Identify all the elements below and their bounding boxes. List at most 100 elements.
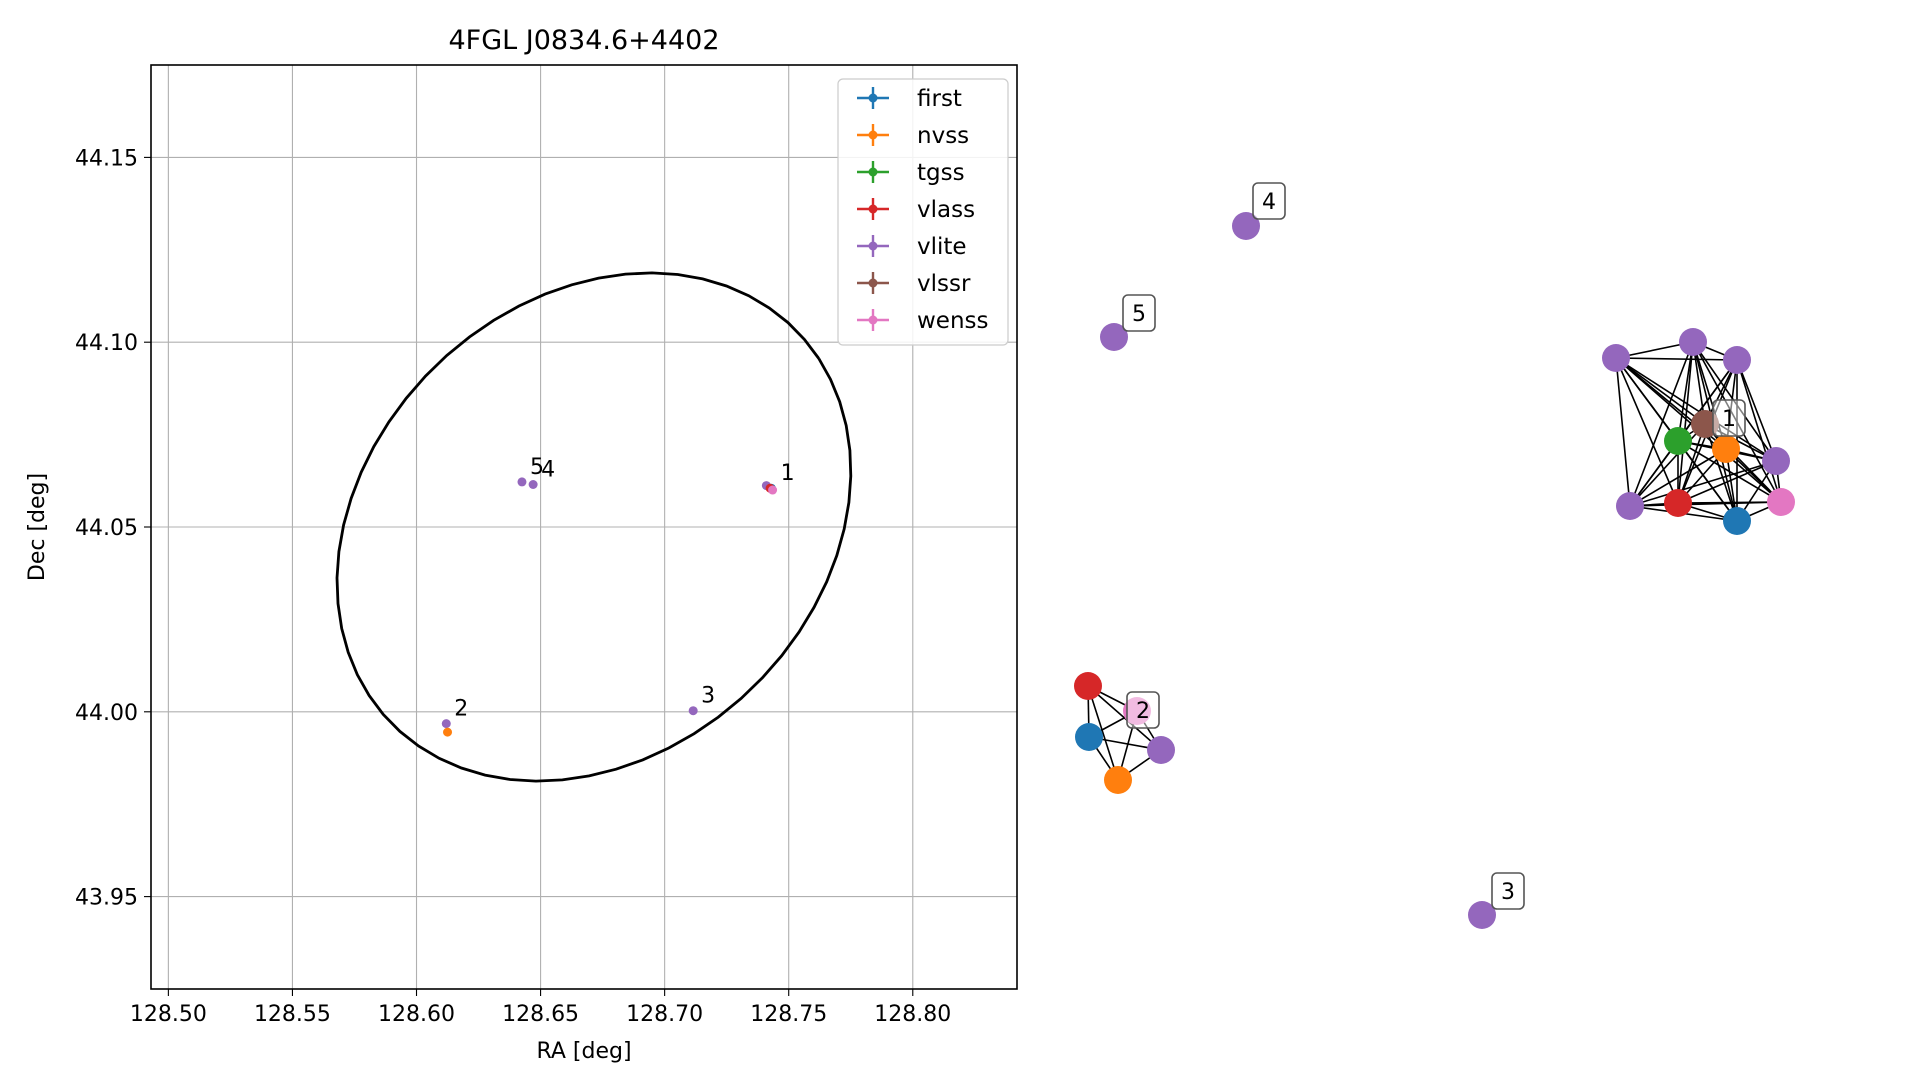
graph-node-labels: 1 2 3 4 5 xyxy=(1122,182,1746,910)
legend-entry-vlass: vlass xyxy=(857,197,975,223)
chart-title: 4FGL J0834.6+4402 xyxy=(448,25,719,56)
graph-edge xyxy=(1615,357,1679,504)
legend-marker-dot xyxy=(868,241,878,251)
x-tick-label: 128.65 xyxy=(502,1002,579,1027)
graph-node-vlssr xyxy=(1691,410,1719,438)
legend-entry-tgss: tgss xyxy=(857,160,965,186)
graph-label: 1 xyxy=(1722,407,1736,432)
graph-label: 3 xyxy=(1501,880,1515,905)
graph-label: 2 xyxy=(1136,699,1150,724)
source-label: 5 xyxy=(530,455,544,480)
localization-ellipse xyxy=(335,271,853,783)
graph-node-first xyxy=(1075,723,1103,751)
graph-edge xyxy=(1677,440,1738,522)
legend-label: first xyxy=(917,86,962,112)
graph-node-vlite xyxy=(1100,323,1128,351)
data-point-vlite xyxy=(688,706,698,716)
graph-node-vlite xyxy=(1679,328,1707,356)
graph-label-box xyxy=(1712,399,1746,437)
legend-label: vlite xyxy=(917,234,967,260)
graph-node-nvss xyxy=(1712,435,1740,463)
legend-entry-nvss: nvss xyxy=(857,123,969,149)
graph-edge xyxy=(1087,685,1119,781)
graph-label: 4 xyxy=(1262,190,1276,215)
graph-edge xyxy=(1615,357,1631,507)
legend-label: nvss xyxy=(917,123,969,149)
y-axis-label: Dec [deg] xyxy=(25,473,50,581)
graph-edge xyxy=(1704,423,1738,522)
graph-node-vlite xyxy=(1723,346,1751,374)
graph-node-vlite xyxy=(1232,212,1260,240)
network-graph: 1 2 3 4 5 xyxy=(1074,182,1795,929)
grid xyxy=(151,65,1017,989)
graph-edge xyxy=(1736,359,1777,462)
y-tick-label: 44.10 xyxy=(75,331,138,356)
graph-nodes xyxy=(1074,212,1795,929)
graph-edge xyxy=(1736,359,1782,503)
legend-entry-vlssr: vlssr xyxy=(857,271,971,297)
x-tick-label: 128.55 xyxy=(254,1002,331,1027)
legend-box xyxy=(837,78,1009,346)
legend-marker-dot xyxy=(868,315,878,325)
legend-label: tgss xyxy=(917,160,965,186)
legend-marker-dot xyxy=(868,167,878,177)
y-axis-ticks: 43.95 44.00 44.05 44.10 44.15 xyxy=(75,146,151,911)
legend-marker-dot xyxy=(868,204,878,214)
graph-node-vlite xyxy=(1468,901,1496,929)
legend-entry-first: first xyxy=(857,86,962,112)
data-point-wenss xyxy=(768,485,778,495)
graph-label: 5 xyxy=(1132,302,1146,327)
graph-label-box xyxy=(1122,294,1156,332)
x-axis-label: RA [deg] xyxy=(536,1039,631,1064)
graph-edge xyxy=(1677,341,1694,442)
graph-edges xyxy=(1087,341,1782,781)
graph-edge xyxy=(1629,423,1706,507)
source-label: 3 xyxy=(701,684,715,709)
legend-label: vlass xyxy=(917,197,975,223)
graph-node-vlass xyxy=(1074,672,1102,700)
graph-edge xyxy=(1629,501,1782,507)
x-tick-label: 128.70 xyxy=(626,1002,703,1027)
localization-ellipse-group xyxy=(335,271,853,783)
legend-entry-vlite: vlite xyxy=(857,234,967,260)
graph-node-nvss xyxy=(1104,766,1132,794)
graph-node-tgss xyxy=(1664,427,1692,455)
graph-edge xyxy=(1615,357,1738,361)
x-tick-label: 128.60 xyxy=(378,1002,455,1027)
legend: first nvss tgss vlass vlite vlssr wenss xyxy=(837,78,1009,346)
source-label: 1 xyxy=(781,461,795,486)
data-point-nvss xyxy=(443,727,453,737)
legend-marker-dot xyxy=(868,278,878,288)
graph-node-vlite xyxy=(1616,492,1644,520)
graph-edge xyxy=(1677,460,1777,504)
graph-edge xyxy=(1629,460,1777,507)
x-tick-label: 128.50 xyxy=(130,1002,207,1027)
data-point-vlite xyxy=(517,477,527,487)
legend-marker-dot xyxy=(868,93,878,103)
y-tick-label: 44.15 xyxy=(75,146,138,171)
graph-label-box xyxy=(1491,872,1525,910)
source-label: 4 xyxy=(541,457,555,482)
legend-label: wenss xyxy=(917,308,989,334)
source-label: 2 xyxy=(454,697,468,722)
graph-label-box xyxy=(1252,182,1286,220)
graph-node-vlite xyxy=(1762,447,1790,475)
graph-node-vlite xyxy=(1602,344,1630,372)
x-axis-ticks: 128.50 128.55 128.60 128.65 128.70 128.75 128.… xyxy=(130,989,951,1027)
graph-edge xyxy=(1629,341,1694,507)
data-point-vlite xyxy=(441,719,451,729)
legend-marker-dot xyxy=(868,130,878,140)
x-tick-label: 128.80 xyxy=(874,1002,951,1027)
graph-node-wenss xyxy=(1767,488,1795,516)
graph-edge xyxy=(1615,357,1706,425)
graph-node-vlite xyxy=(1147,736,1175,764)
y-tick-label: 44.05 xyxy=(75,516,138,541)
legend-entry-wenss: wenss xyxy=(857,308,989,334)
data-points xyxy=(441,477,778,737)
graph-node-first xyxy=(1723,507,1751,535)
y-tick-label: 43.95 xyxy=(75,886,138,911)
x-tick-label: 128.75 xyxy=(750,1002,827,1027)
y-tick-label: 44.00 xyxy=(75,701,138,726)
